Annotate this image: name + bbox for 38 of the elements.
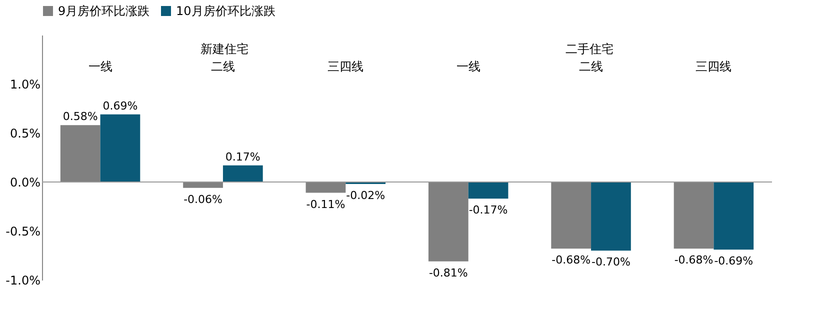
data-label: -0.68% [674,254,714,267]
x-tick-label: 一线 [88,60,112,74]
legend-label: 10月房价环比涨跌 [176,4,276,18]
bar [183,182,223,188]
data-label: -0.06% [184,192,222,206]
y-tick-label: -0.5% [6,224,40,238]
bar [100,114,140,182]
y-tick-label: -1.0% [6,274,40,288]
bar [674,182,714,249]
x-tick-label: 三四线 [328,60,364,74]
x-tick-label: 一线 [456,60,480,74]
data-label: -0.68% [552,254,591,267]
x-tick-label: 二线 [579,60,604,74]
data-label: -0.11% [306,198,346,211]
data-label: -0.17% [468,204,508,217]
bar [428,182,468,262]
bar [468,182,508,199]
bar [551,182,592,249]
data-label: -0.70% [592,256,630,269]
data-label: 0.58% [62,110,98,124]
legend-label: 9月房价环比涨跌 [58,4,150,18]
bar [222,165,263,182]
annotation: 二手住宅 [566,42,614,56]
y-tick-label: 0.5% [10,126,40,140]
data-label: 0.17% [225,150,260,164]
data-label: 0.69% [102,99,138,112]
data-label: -0.69% [714,254,754,268]
x-tick-label: 二线 [210,60,235,74]
annotation: 新建住宅 [200,42,248,56]
data-label: -0.02% [346,188,386,202]
data-label: -0.81% [428,266,468,280]
y-tick-label: 1.0% [10,78,40,92]
bar [714,182,754,250]
y-tick-label: 0.0% [10,176,40,190]
bar [591,182,631,251]
bar [306,182,346,193]
bar [60,125,100,182]
x-tick-label: 三四线 [696,60,732,74]
